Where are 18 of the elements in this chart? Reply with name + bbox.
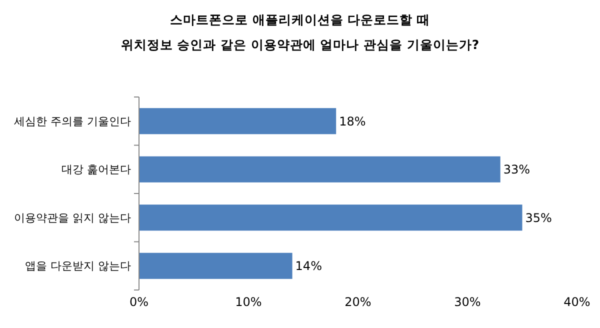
data-label: 33% [503, 162, 530, 177]
data-label: 18% [339, 114, 366, 128]
chart-title: 스마트폰으로 애플리케이션을 다운로드할 때 위치정보 승인과 같은 이용약관에 얼마나 관심을 기울이는가? [120, 12, 480, 52]
y-tick-label: 세심한 주의를 기울인다 [14, 114, 131, 128]
y-tick-label: 이용약관을 읽지 않는다 [14, 211, 131, 224]
x-tick-label: 30% [454, 295, 481, 309]
y-tick-label: 앱을 다운받지 않는다 [25, 260, 131, 273]
bar [139, 108, 336, 134]
data-label: 14% [295, 259, 322, 274]
x-tick-label: 40% [564, 295, 590, 309]
x-tick-label: 0% [129, 295, 149, 309]
bar [139, 252, 292, 279]
x-tick-label: 10% [235, 295, 262, 309]
data-label: 35% [525, 210, 552, 225]
bar [139, 204, 522, 231]
y-tick-label: 대강 훑어본다 [62, 163, 131, 176]
x-tick-label: 20% [344, 295, 372, 309]
bar [139, 156, 500, 182]
